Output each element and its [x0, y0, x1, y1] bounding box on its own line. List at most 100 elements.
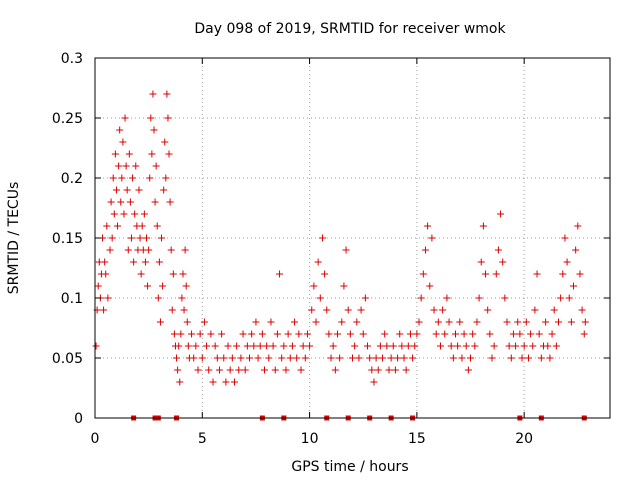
data-point: [516, 330, 524, 338]
data-point: [100, 306, 108, 314]
data-point: [135, 186, 143, 194]
x-tick-label: 0: [91, 431, 100, 447]
data-point: [130, 258, 138, 266]
data-point: [143, 234, 150, 242]
data-point: [557, 294, 565, 302]
data-point: [441, 330, 449, 338]
data-point: [550, 306, 558, 314]
data-point: [439, 306, 447, 314]
data-point: [484, 306, 492, 314]
data-point: [164, 114, 172, 122]
data-point: [310, 282, 318, 290]
data-point: [426, 282, 434, 290]
data-point: [127, 234, 135, 242]
data-point: [180, 306, 188, 314]
data-point: [138, 222, 146, 230]
data-point: [179, 270, 187, 278]
data-point: [542, 318, 550, 326]
data-point: [306, 342, 314, 350]
data-point: [114, 222, 122, 230]
data-point: [505, 342, 513, 350]
data-point: [286, 354, 294, 362]
data-point: [394, 354, 402, 362]
data-point: [124, 246, 132, 254]
data-point: [213, 354, 221, 362]
data-point: [125, 150, 133, 158]
data-point: [563, 258, 571, 266]
data-point: [104, 294, 112, 302]
data-point: [434, 318, 442, 326]
data-point: [183, 318, 191, 326]
data-point: [387, 354, 395, 362]
x-tick-label: 15: [408, 431, 426, 447]
data-point: [370, 378, 378, 386]
data-point: [182, 282, 190, 290]
data-point: [188, 330, 196, 338]
x-axis-title: GPS time / hours: [291, 459, 408, 475]
data-point: [301, 354, 309, 362]
data-point: [514, 318, 522, 326]
data-point: [144, 282, 152, 290]
data-point: [409, 354, 417, 362]
data-point: [372, 354, 380, 362]
data-point: [174, 366, 182, 374]
data-point: [230, 378, 238, 386]
data-point: [561, 234, 569, 242]
data-point: [177, 330, 185, 338]
data-point: [333, 330, 341, 338]
data-point: [404, 342, 412, 350]
data-point: [178, 294, 186, 302]
data-point: [121, 114, 129, 122]
data-point: [331, 366, 339, 374]
data-point: [166, 198, 174, 206]
data-point: [531, 306, 539, 314]
y-tick-label: 0.3: [61, 51, 83, 67]
y-tick-label: 0: [74, 411, 83, 427]
data-point: [237, 354, 245, 362]
data-points: [92, 90, 589, 386]
data-point: [325, 330, 333, 338]
data-point: [552, 342, 560, 350]
data-point: [122, 162, 130, 170]
y-tick-label: 0.25: [52, 111, 83, 127]
data-point: [402, 366, 410, 374]
data-point: [243, 342, 251, 350]
data-point: [323, 306, 331, 314]
data-point: [159, 282, 167, 290]
data-point: [321, 270, 329, 278]
data-point: [565, 294, 573, 302]
data-point: [146, 174, 154, 182]
data-point: [432, 330, 440, 338]
data-point: [359, 330, 367, 338]
x-tick-label: 20: [515, 431, 533, 447]
data-point: [284, 330, 292, 338]
data-point: [194, 366, 202, 374]
data-point: [131, 210, 139, 218]
data-point: [314, 258, 322, 266]
data-point: [312, 318, 320, 326]
data-point: [192, 342, 200, 350]
data-point: [200, 318, 208, 326]
data-point: [175, 342, 183, 350]
data-point: [340, 282, 348, 290]
data-point: [107, 198, 115, 206]
y-tick-label: 0.15: [52, 231, 83, 247]
data-point: [184, 342, 192, 350]
data-point: [152, 162, 160, 170]
data-point: [318, 234, 326, 242]
data-point: [271, 366, 279, 374]
data-point: [162, 174, 170, 182]
x-tick-label: 5: [198, 431, 207, 447]
data-point: [507, 354, 515, 362]
data-point: [276, 270, 284, 278]
data-point: [110, 210, 118, 218]
data-point: [366, 354, 374, 362]
data-point: [520, 342, 528, 350]
data-point: [570, 282, 578, 290]
data-point: [176, 378, 184, 386]
data-point: [524, 354, 532, 362]
data-point: [353, 318, 361, 326]
data-point: [567, 318, 575, 326]
data-point: [150, 126, 158, 134]
data-point: [391, 366, 399, 374]
